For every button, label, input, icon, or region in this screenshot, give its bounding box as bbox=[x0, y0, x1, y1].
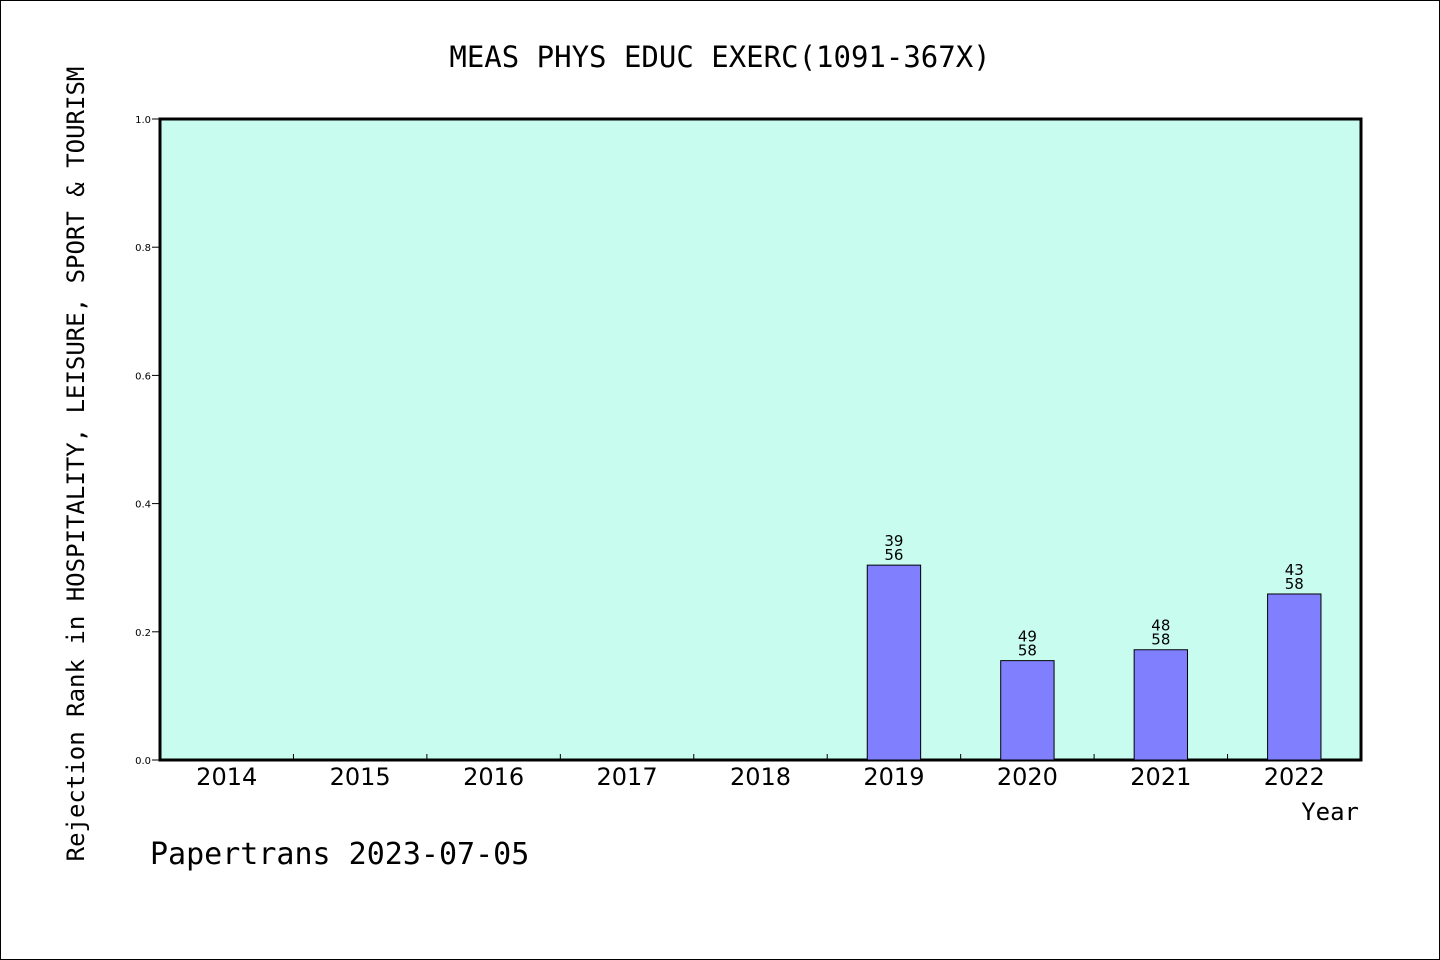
x-tick-label: 2019 bbox=[863, 763, 924, 791]
bar-2021 bbox=[1133, 649, 1189, 761]
bar-label-denominator: 58 bbox=[1018, 642, 1037, 660]
x-axis-label: Year bbox=[1301, 798, 1359, 826]
chart-title: MEAS PHYS EDUC EXERC(1091-367X) bbox=[449, 40, 990, 74]
y-tick-label: 0.6 bbox=[135, 371, 151, 382]
x-tick-label: 2020 bbox=[997, 763, 1058, 791]
x-tick-label: 2017 bbox=[597, 763, 658, 791]
bar-2019 bbox=[866, 564, 922, 761]
x-tick-label: 2021 bbox=[1130, 763, 1191, 791]
bar-label-denominator: 58 bbox=[1151, 631, 1170, 649]
footer-credit: Papertrans 2023-07-05 bbox=[150, 837, 529, 872]
bar-2022 bbox=[1267, 593, 1322, 761]
x-tick-label: 2018 bbox=[730, 763, 791, 791]
bar-label-denominator: 58 bbox=[1285, 575, 1304, 593]
y-tick-label: 0.8 bbox=[135, 243, 151, 254]
bar-label-numerator: 43 bbox=[1285, 561, 1304, 579]
bar-series bbox=[866, 564, 1322, 761]
bar-label-denominator: 56 bbox=[884, 546, 903, 564]
x-tick-label: 2015 bbox=[330, 763, 391, 791]
y-tick-label: 0.2 bbox=[135, 628, 151, 639]
y-axis: 0.0 0.2 0.4 0.6 0.8 1.0 bbox=[135, 115, 160, 767]
x-tick-label: 2014 bbox=[196, 763, 257, 791]
y-tick-label: 0.4 bbox=[135, 500, 151, 511]
bar-label-numerator: 49 bbox=[1018, 628, 1037, 646]
bar-label-numerator: 48 bbox=[1151, 617, 1170, 635]
y-tick-label: 0.0 bbox=[135, 756, 151, 767]
bar-label-numerator: 39 bbox=[884, 532, 903, 550]
x-tick-label: 2016 bbox=[463, 763, 524, 791]
x-axis: 2014 2015 2016 2017 2018 2019 2020 2021 2022 bbox=[196, 754, 1325, 791]
x-tick-label: 2022 bbox=[1264, 763, 1325, 791]
y-tick-label: 1.0 bbox=[135, 115, 151, 126]
bar-2020 bbox=[1000, 660, 1055, 761]
y-axis-label: Rejection Rank in HOSPITALITY, LEISURE, … bbox=[62, 67, 90, 862]
